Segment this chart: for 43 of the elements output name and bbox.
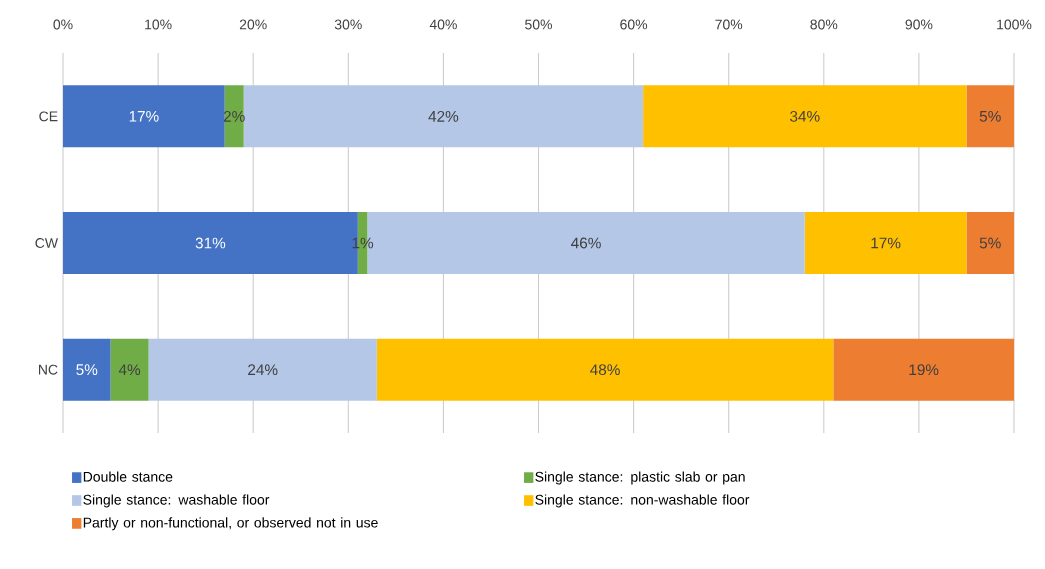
y-tick-label: CE [39, 111, 58, 122]
x-tick-label: 80% [810, 19, 838, 30]
y-tick-label: NC [39, 364, 58, 375]
x-tick-label: 20% [239, 19, 267, 30]
y-tick-label: CW [35, 238, 59, 248]
x-tick-label: 0% [53, 19, 73, 30]
x-tick-label: 100% [997, 19, 1032, 30]
bar [63, 85, 225, 148]
data-label: 4% [118, 364, 141, 376]
bar [376, 338, 834, 401]
x-tick-label: 10% [145, 19, 172, 30]
legend-label: Partly or non-functional, or observed not in use [83, 517, 378, 531]
data-label: 31% [195, 237, 226, 249]
x-tick-label: 60% [620, 19, 648, 30]
data-label: 42% [428, 110, 459, 122]
data-label: 17% [871, 237, 901, 249]
data-label: 5% [979, 110, 1001, 122]
data-label: 46% [571, 237, 601, 249]
data-label: 5% [979, 237, 1001, 249]
legend-label: Single stance: washable floor [83, 494, 270, 508]
legend-label: Double stance [83, 471, 173, 482]
bar [110, 338, 149, 401]
x-tick-label: 40% [429, 19, 457, 30]
data-label: 5% [76, 364, 98, 376]
legend-label: Single stance: non-washable floor [535, 494, 750, 508]
bar [833, 338, 1015, 401]
bar [966, 85, 1015, 148]
x-tick-label: 90% [905, 19, 933, 30]
data-label: 48% [590, 364, 620, 376]
x-tick-label: 30% [334, 19, 362, 30]
x-tick-label: 50% [525, 19, 553, 30]
bar [643, 85, 967, 148]
legend-label: Single stance: plastic slab or pan [535, 471, 745, 485]
bar [966, 212, 1015, 275]
bar [804, 212, 967, 275]
bar [148, 338, 377, 401]
x-tick-label: 70% [715, 19, 743, 30]
data-label: 24% [248, 364, 278, 376]
bar [63, 338, 111, 401]
data-label: 17% [129, 110, 159, 122]
data-label: 34% [790, 110, 820, 122]
data-label: 19% [909, 364, 939, 376]
bar [243, 85, 644, 148]
